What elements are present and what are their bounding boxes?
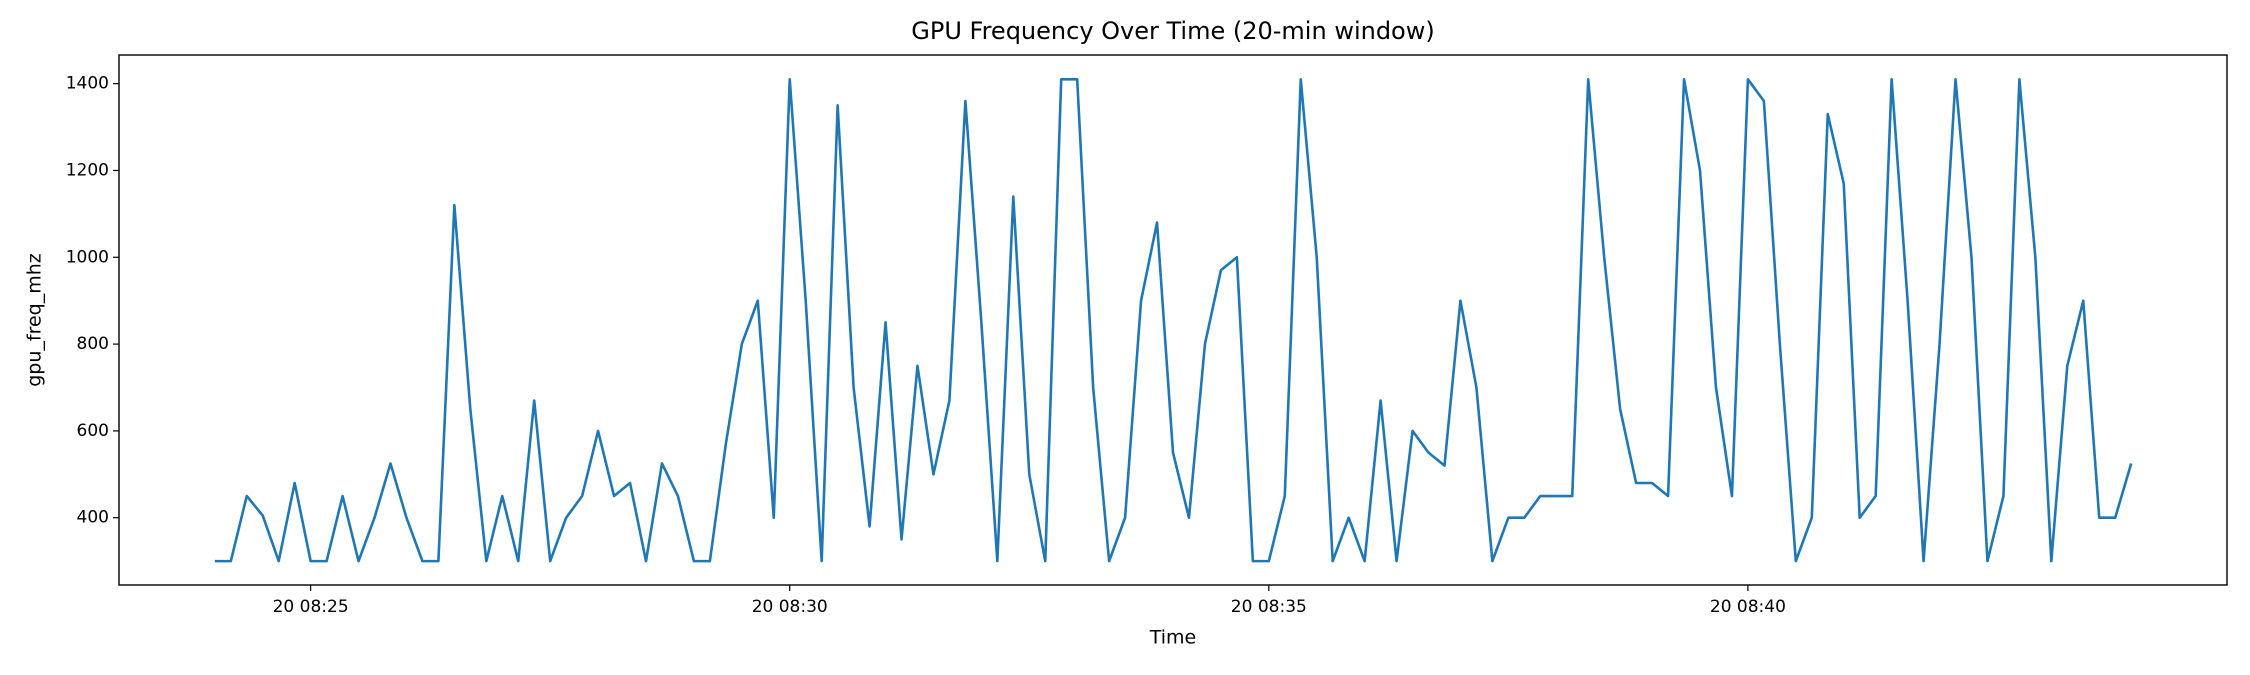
x-tick-label: 20 08:35: [1231, 597, 1307, 617]
x-axis-label: Time: [1149, 627, 1197, 649]
chart-title: GPU Frequency Over Time (20-min window): [911, 17, 1434, 45]
data-line: [214, 78, 2133, 563]
y-tick-label: 600: [77, 421, 109, 441]
y-tick-label: 1000: [66, 247, 109, 267]
y-tick-label: 1400: [66, 74, 109, 94]
y-tick-label: 400: [77, 508, 109, 528]
x-tick-label: 20 08:25: [273, 597, 349, 617]
y-axis-label: gpu_freq_mhz: [24, 253, 46, 387]
y-tick-label: 1200: [66, 160, 109, 180]
y-tick-label: 800: [77, 334, 109, 354]
x-tick-label: 20 08:30: [752, 597, 828, 617]
plot-frame: [118, 54, 2228, 586]
x-tick-label: 20 08:40: [1710, 597, 1786, 617]
